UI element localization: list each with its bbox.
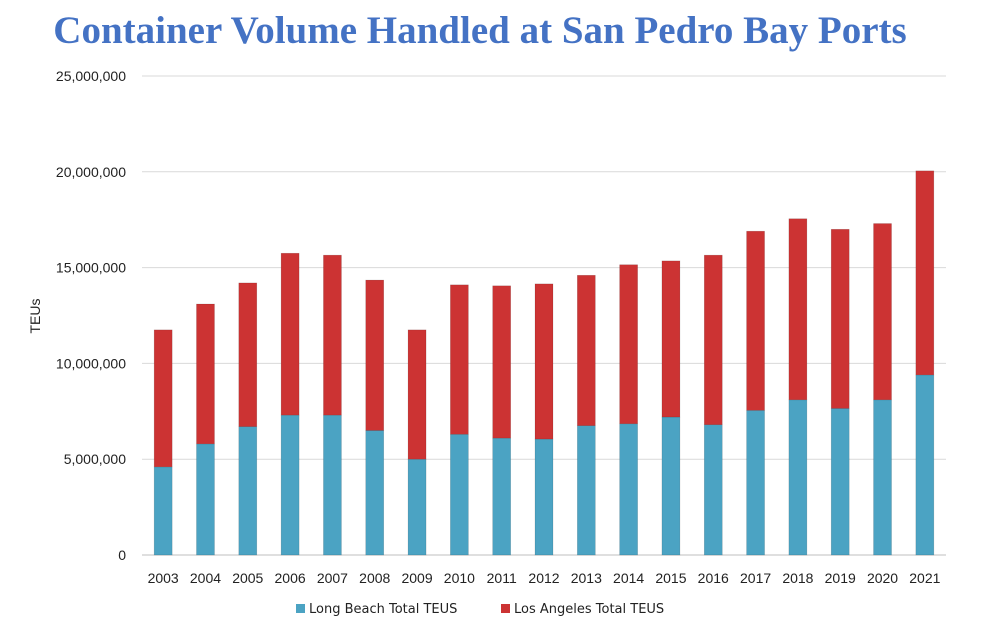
y-tick-label: 15,000,000 xyxy=(56,260,126,276)
y-tick-label: 5,000,000 xyxy=(64,451,126,467)
bars xyxy=(153,170,935,556)
legend-label: Los Angeles Total TEUS xyxy=(514,602,664,617)
bar-los-angeles-2007 xyxy=(323,254,342,416)
x-tick-label: 2003 xyxy=(148,570,179,586)
bar-los-angeles-2017 xyxy=(746,230,765,411)
x-tick-label: 2009 xyxy=(401,570,432,586)
x-tick-label: 2005 xyxy=(232,570,263,586)
y-tick-labels: 0 5,000,000 10,000,000 15,000,000 20,000,000… xyxy=(56,68,126,563)
x-tick-label: 2013 xyxy=(571,570,602,586)
bar-long-beach-2019 xyxy=(830,408,850,556)
x-tick-label: 2007 xyxy=(317,570,348,586)
bar-long-beach-2003 xyxy=(153,466,173,556)
x-tick-label: 2015 xyxy=(655,570,686,586)
bar-los-angeles-2015 xyxy=(661,260,681,418)
bar-long-beach-2016 xyxy=(703,424,723,556)
bar-long-beach-2006 xyxy=(280,414,300,556)
bar-los-angeles-2021 xyxy=(915,170,935,376)
bar-long-beach-2008 xyxy=(365,430,385,556)
bar-los-angeles-2019 xyxy=(830,228,850,409)
bar-los-angeles-2004 xyxy=(196,303,215,445)
bar-long-beach-2018 xyxy=(788,399,808,556)
x-tick-label: 2008 xyxy=(359,570,390,586)
x-tick-label: 2019 xyxy=(825,570,856,586)
bar-long-beach-2004 xyxy=(196,443,215,556)
bar-long-beach-2011 xyxy=(492,437,511,556)
x-tick-label: 2012 xyxy=(528,570,559,586)
x-tick-label: 2020 xyxy=(867,570,898,586)
bar-long-beach-2014 xyxy=(619,423,638,556)
bar-los-angeles-2014 xyxy=(619,264,638,425)
bar-los-angeles-2016 xyxy=(703,254,723,426)
bar-los-angeles-2009 xyxy=(407,329,427,460)
y-tick-label: 25,000,000 xyxy=(56,68,126,84)
bar-los-angeles-2012 xyxy=(534,283,554,440)
bar-los-angeles-2011 xyxy=(492,285,511,439)
x-tick-label: 2014 xyxy=(613,570,644,586)
x-tick-label: 2006 xyxy=(275,570,306,586)
bar-los-angeles-2013 xyxy=(577,274,596,426)
bar-long-beach-2021 xyxy=(915,374,935,556)
bar-long-beach-2010 xyxy=(450,433,469,556)
bar-los-angeles-2020 xyxy=(873,223,892,401)
x-tick-label: 2018 xyxy=(782,570,813,586)
x-tick-label: 2021 xyxy=(909,570,940,586)
bar-long-beach-2012 xyxy=(534,438,554,556)
bar-long-beach-2007 xyxy=(323,414,342,556)
legend: Long Beach Total TEUS Los Angeles Total T… xyxy=(296,602,664,617)
bar-los-angeles-2005 xyxy=(238,282,258,427)
x-tick-label: 2004 xyxy=(190,570,221,586)
x-tick-label: 2016 xyxy=(698,570,729,586)
x-tick-label: 2011 xyxy=(487,570,517,586)
bar-los-angeles-2003 xyxy=(153,329,173,468)
bar-los-angeles-2018 xyxy=(788,218,808,401)
y-tick-label: 0 xyxy=(118,547,126,563)
x-tick-label: 2010 xyxy=(444,570,475,586)
bar-long-beach-2017 xyxy=(746,410,765,556)
legend-swatch xyxy=(501,604,510,613)
y-tick-label: 20,000,000 xyxy=(56,164,126,180)
bar-los-angeles-2008 xyxy=(365,279,385,431)
bar-long-beach-2013 xyxy=(577,425,596,556)
bar-long-beach-2020 xyxy=(873,399,892,556)
bar-long-beach-2009 xyxy=(407,458,427,556)
y-tick-label: 10,000,000 xyxy=(56,355,126,371)
bar-long-beach-2005 xyxy=(238,426,258,556)
legend-swatch xyxy=(296,604,305,613)
bar-los-angeles-2006 xyxy=(280,252,300,416)
legend-label: Long Beach Total TEUS xyxy=(309,602,457,617)
x-tick-labels: 2003 2004 2005 2006 2007 2008 2009 2010 2011 2012… xyxy=(148,570,941,586)
bar-los-angeles-2010 xyxy=(450,284,469,435)
chart-title: Container Volume Handled at San Pedro Ba… xyxy=(53,9,907,52)
x-tick-label: 2017 xyxy=(740,570,771,586)
y-axis-label: TEUs xyxy=(27,299,43,334)
bar-long-beach-2015 xyxy=(661,416,681,556)
